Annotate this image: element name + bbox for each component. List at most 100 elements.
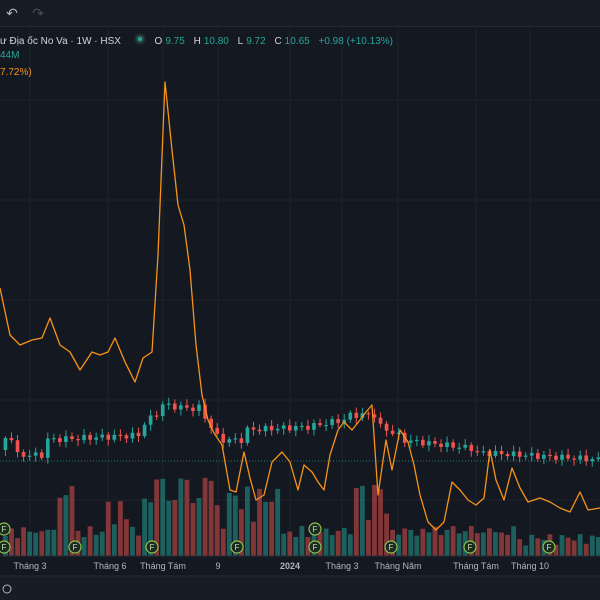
candle-body bbox=[239, 438, 244, 443]
volume-bar bbox=[487, 528, 492, 556]
volume-bar bbox=[523, 545, 529, 556]
time-axis-bg bbox=[0, 556, 600, 576]
event-marker-icon[interactable]: F bbox=[0, 522, 11, 536]
volume-bar bbox=[408, 529, 414, 556]
event-marker-icon[interactable]: F bbox=[68, 540, 82, 554]
volume-bar bbox=[353, 488, 359, 556]
candle-body bbox=[523, 455, 528, 457]
volume-bar bbox=[45, 529, 51, 556]
candle-body bbox=[566, 454, 570, 459]
volume-bar bbox=[299, 526, 305, 556]
candle-body bbox=[596, 457, 600, 460]
event-marker-label: F bbox=[313, 543, 318, 552]
candle-body bbox=[554, 455, 558, 460]
event-marker-icon[interactable]: F bbox=[0, 540, 11, 554]
volume-bar bbox=[105, 501, 111, 556]
volume-bar bbox=[166, 500, 172, 556]
candle-body bbox=[179, 405, 183, 410]
candle-body bbox=[233, 438, 238, 440]
candle-body bbox=[548, 454, 552, 457]
volume-bar bbox=[347, 534, 353, 556]
event-marker-icon[interactable]: F bbox=[463, 540, 477, 554]
open-value: 9.75 bbox=[165, 36, 185, 47]
candle-body bbox=[52, 438, 56, 440]
symbol-title[interactable]: ư Địa ốc No Va · 1W · HSX bbox=[0, 36, 121, 47]
event-marker-icon[interactable]: F bbox=[308, 522, 322, 536]
market-status-icon[interactable] bbox=[133, 33, 146, 45]
indicator-legend: 7.72%) bbox=[0, 67, 32, 78]
redo-icon[interactable]: ↷ bbox=[32, 5, 44, 21]
candle-body bbox=[469, 444, 474, 452]
volume-bar bbox=[111, 524, 117, 556]
volume-bar bbox=[263, 501, 268, 556]
volume-bar bbox=[595, 537, 600, 556]
event-marker-circle bbox=[542, 540, 556, 554]
candle-body bbox=[142, 424, 147, 437]
candle-body bbox=[475, 451, 480, 453]
volume-bar bbox=[378, 489, 383, 556]
event-marker-circle bbox=[0, 522, 11, 536]
volume-bar bbox=[214, 505, 220, 556]
volume-bar bbox=[257, 488, 262, 556]
volume-bar bbox=[559, 535, 565, 556]
volume-bar bbox=[372, 484, 377, 556]
candle-body bbox=[58, 438, 62, 443]
candle-body bbox=[439, 443, 443, 447]
candle-body bbox=[354, 412, 359, 418]
event-marker-label: F bbox=[2, 543, 7, 552]
time-axis-label: Tháng Năm bbox=[374, 561, 421, 571]
event-marker-circle bbox=[308, 540, 322, 554]
volume-bar bbox=[69, 486, 75, 556]
candle-body bbox=[203, 404, 207, 419]
event-marker-label: F bbox=[468, 543, 473, 552]
candle-body bbox=[330, 419, 334, 426]
event-marker-circle bbox=[230, 540, 244, 554]
event-marker-icon[interactable]: F bbox=[145, 540, 159, 554]
event-marker-icon[interactable]: F bbox=[230, 540, 244, 554]
volume-bar bbox=[529, 534, 535, 556]
volume-bar bbox=[420, 528, 426, 556]
event-marker-icon[interactable]: F bbox=[384, 540, 398, 554]
volume-bar bbox=[184, 479, 190, 556]
candle-body bbox=[481, 451, 486, 453]
volume-bar bbox=[27, 531, 33, 556]
time-axis-label: Tháng 6 bbox=[93, 561, 126, 571]
candle-body bbox=[124, 435, 129, 439]
candle-body bbox=[64, 436, 68, 443]
volume-bar bbox=[81, 537, 87, 556]
candle-body bbox=[251, 427, 256, 430]
candle-body bbox=[318, 423, 322, 426]
candle-body bbox=[245, 427, 250, 443]
candle-body bbox=[257, 429, 262, 432]
volume-bar bbox=[178, 478, 184, 556]
time-axis-label: Tháng Tám bbox=[453, 561, 499, 571]
volume-bar bbox=[589, 535, 595, 556]
candle-body bbox=[415, 439, 419, 442]
volume-bar bbox=[57, 497, 63, 556]
volume-bar bbox=[196, 497, 202, 556]
candle-body bbox=[560, 454, 564, 460]
bottom-bar bbox=[0, 576, 600, 600]
change-value: +0.98 (+10.13%) bbox=[318, 36, 393, 47]
time-axis-label: Tháng 10 bbox=[511, 561, 549, 571]
candle-body bbox=[336, 419, 340, 424]
candle-body bbox=[33, 452, 38, 456]
time-axis-label: 9 bbox=[215, 561, 220, 571]
candle-body bbox=[39, 452, 44, 458]
candle-body bbox=[118, 434, 123, 437]
volume-bar bbox=[148, 502, 154, 556]
event-marker-icon[interactable]: F bbox=[308, 540, 322, 554]
volume-bar bbox=[220, 528, 226, 556]
undo-icon[interactable]: ↶ bbox=[6, 5, 18, 21]
volume-bar bbox=[329, 535, 335, 556]
candle-body bbox=[263, 425, 268, 432]
volume-bar bbox=[269, 501, 275, 556]
volume-bar bbox=[402, 528, 408, 556]
time-axis-label: 2024 bbox=[280, 561, 300, 571]
candle-body bbox=[148, 415, 153, 425]
volume-bar bbox=[359, 485, 365, 556]
low-value: 9.72 bbox=[246, 36, 266, 47]
event-marker-icon[interactable]: F bbox=[542, 540, 556, 554]
volume-bar bbox=[499, 532, 504, 556]
